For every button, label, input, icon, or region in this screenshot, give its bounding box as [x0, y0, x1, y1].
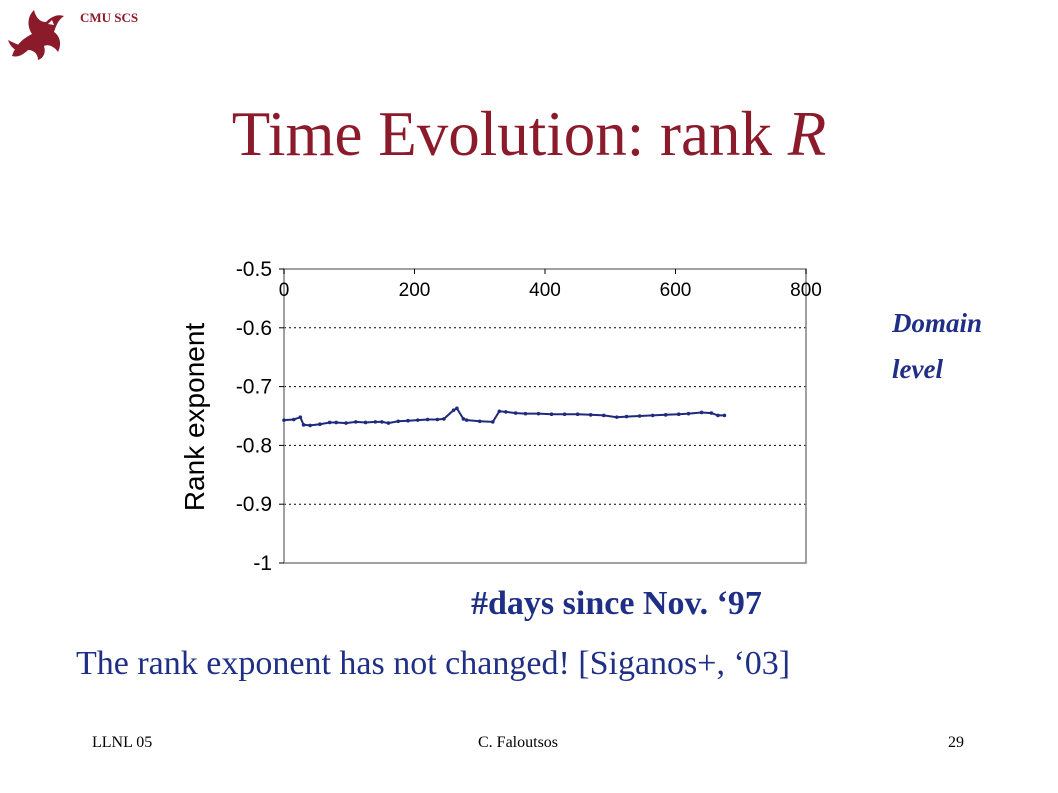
data-point: [722, 413, 727, 418]
data-point: [637, 414, 642, 418]
data-point: [455, 406, 459, 411]
x-tick-label: 0: [279, 280, 290, 301]
data-point: [344, 421, 348, 425]
data-point: [396, 419, 400, 424]
data-point: [380, 420, 384, 424]
data-point: [282, 418, 286, 422]
data-point: [663, 413, 668, 417]
data-point: [334, 420, 338, 425]
data-point: [386, 421, 391, 425]
data-point: [676, 412, 681, 417]
claim-text: The rank exponent has not changed! [Siga…: [76, 645, 791, 682]
data-point: [513, 411, 518, 415]
data-point: [291, 417, 296, 422]
y-tick-label: -0.7: [236, 376, 272, 399]
data-point: [699, 410, 704, 415]
page-title: Time Evolution: rank R: [0, 98, 1058, 171]
data-point: [549, 412, 554, 417]
x-tick-label: 200: [399, 280, 431, 301]
y-tick-label: -0.5: [236, 258, 272, 281]
data-point: [614, 415, 619, 419]
data-point: [318, 422, 322, 427]
y-axis-label: Rank exponent: [179, 323, 210, 512]
data-point: [536, 411, 541, 416]
data-point: [298, 415, 303, 419]
data-point: [504, 410, 508, 414]
data-point: [425, 417, 430, 422]
data-point: [650, 413, 655, 418]
data-point: [442, 417, 446, 421]
org-label: CMU SCS: [80, 10, 139, 25]
data-point: [415, 418, 420, 422]
data-point: [308, 423, 312, 428]
x-axis-caption: #days since Nov. ‘97: [471, 585, 762, 622]
y-tick-label: -0.6: [236, 317, 272, 340]
x-tick-label: 600: [660, 280, 692, 301]
data-point: [373, 420, 378, 424]
data-point: [601, 413, 606, 418]
data-point: [575, 412, 580, 417]
data-point: [477, 419, 482, 424]
data-point: [523, 411, 528, 416]
data-point: [301, 423, 306, 427]
data-point: [709, 411, 714, 415]
data-point: [497, 409, 502, 414]
data-point: [686, 411, 691, 416]
data-point: [464, 418, 469, 422]
footer-center: C. Faloutsos: [478, 734, 559, 751]
y-tick-label: -1: [253, 552, 272, 575]
series-line: [283, 407, 725, 427]
data-point: [588, 413, 593, 417]
data-point: [435, 417, 440, 422]
side-note-line1: Domain: [892, 308, 983, 338]
title-main: Time Evolution: rank: [231, 99, 788, 169]
data-point: [491, 420, 495, 424]
plot-frame: [283, 268, 807, 564]
y-tick-label: -0.8: [236, 434, 272, 457]
footer-left: LLNL 05: [92, 734, 153, 751]
data-point: [363, 420, 368, 425]
y-tick-label: -0.9: [236, 493, 272, 516]
data-point: [624, 414, 629, 419]
footer-right: 29: [948, 734, 964, 751]
side-note: Domain level: [892, 300, 982, 392]
data-point: [461, 417, 466, 421]
x-tick-label: 800: [790, 280, 822, 301]
data-point: [716, 413, 720, 418]
data-point: [451, 408, 456, 412]
side-note-line2: level: [892, 354, 943, 384]
data-point: [327, 420, 332, 425]
data-point: [562, 412, 567, 417]
title-variable: R: [787, 99, 827, 169]
data-point: [353, 420, 358, 424]
rank-exponent-chart: Rank exponent -0.5 -0.6 -0.7 -0.8 -0.9 -1 0 20…: [179, 258, 822, 575]
x-tick-label: 400: [529, 280, 561, 301]
data-point: [406, 418, 410, 423]
dragon-logo-icon: [8, 10, 64, 60]
